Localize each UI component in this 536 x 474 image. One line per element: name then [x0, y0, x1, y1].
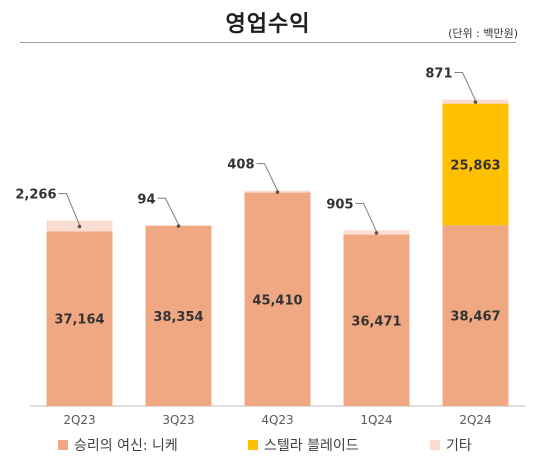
- value-label-other-3Q23: 94: [137, 192, 155, 207]
- value-label-승리의 여신: 니케-1Q24: 36,471: [351, 314, 401, 329]
- legend-label-기타: 기타: [446, 438, 472, 454]
- value-label-other-2Q23: 2,266: [15, 188, 56, 203]
- callout-leader-4Q23: [256, 163, 278, 191]
- value-label-other-1Q24: 905: [326, 197, 353, 212]
- callout-dot-3Q23: [176, 224, 181, 228]
- value-label-승리의 여신: 니케-3Q23: 38,354: [153, 310, 203, 325]
- x-tick-label-2Q24: 2Q24: [459, 413, 491, 427]
- callout-leader-1Q24: [355, 202, 377, 232]
- x-tick-label-2Q23: 2Q23: [63, 413, 95, 427]
- chart-title: 영업수익: [225, 12, 311, 37]
- callout-dot-2Q23: [77, 224, 82, 229]
- unit-label: (단위 : 백만원): [448, 27, 518, 40]
- legend-label-승리의 여신: 니케: 승리의 여신: 니케: [74, 438, 178, 454]
- callout-leader-3Q23: [157, 197, 179, 225]
- bar-승리의 여신: 니케-1Q24: [343, 234, 410, 406]
- bar-승리의 여신: 니케-2Q23: [46, 231, 113, 406]
- legend-label-스텔라 블레이드: 스텔라 블레이드: [264, 438, 359, 454]
- x-tick-label-3Q23: 3Q23: [162, 413, 194, 427]
- legend-swatch-기타: [430, 440, 440, 450]
- legend-swatch-스텔라 블레이드: [248, 440, 258, 450]
- legend-swatch-승리의 여신: 니케: [58, 440, 68, 450]
- callout-dot-2Q24: [473, 100, 478, 104]
- bar-승리의 여신: 니케-2Q24: [442, 225, 509, 406]
- callout-leader-2Q24: [454, 72, 476, 101]
- value-label-승리의 여신: 니케-2Q23: 37,164: [54, 313, 104, 328]
- callout-dot-4Q23: [275, 190, 280, 194]
- bar-스텔라 블레이드-2Q24: [442, 103, 509, 226]
- title-divider: [20, 42, 516, 43]
- value-label-other-4Q23: 408: [227, 158, 254, 173]
- callout-leader-2Q23: [58, 193, 80, 226]
- value-label-승리의 여신: 니케-4Q23: 45,410: [252, 293, 302, 308]
- x-tick-label-1Q24: 1Q24: [360, 413, 392, 427]
- x-tick-label-4Q23: 4Q23: [261, 413, 293, 427]
- callout-dot-1Q24: [374, 231, 379, 235]
- bar-승리의 여신: 니케-3Q23: [145, 225, 212, 406]
- value-label-승리의 여신: 니케-2Q24: 38,467: [450, 310, 500, 325]
- bar-승리의 여신: 니케-4Q23: [244, 192, 311, 406]
- value-label-스텔라 블레이드-2Q24: 25,863: [450, 158, 500, 173]
- value-label-other-2Q24: 871: [425, 67, 452, 82]
